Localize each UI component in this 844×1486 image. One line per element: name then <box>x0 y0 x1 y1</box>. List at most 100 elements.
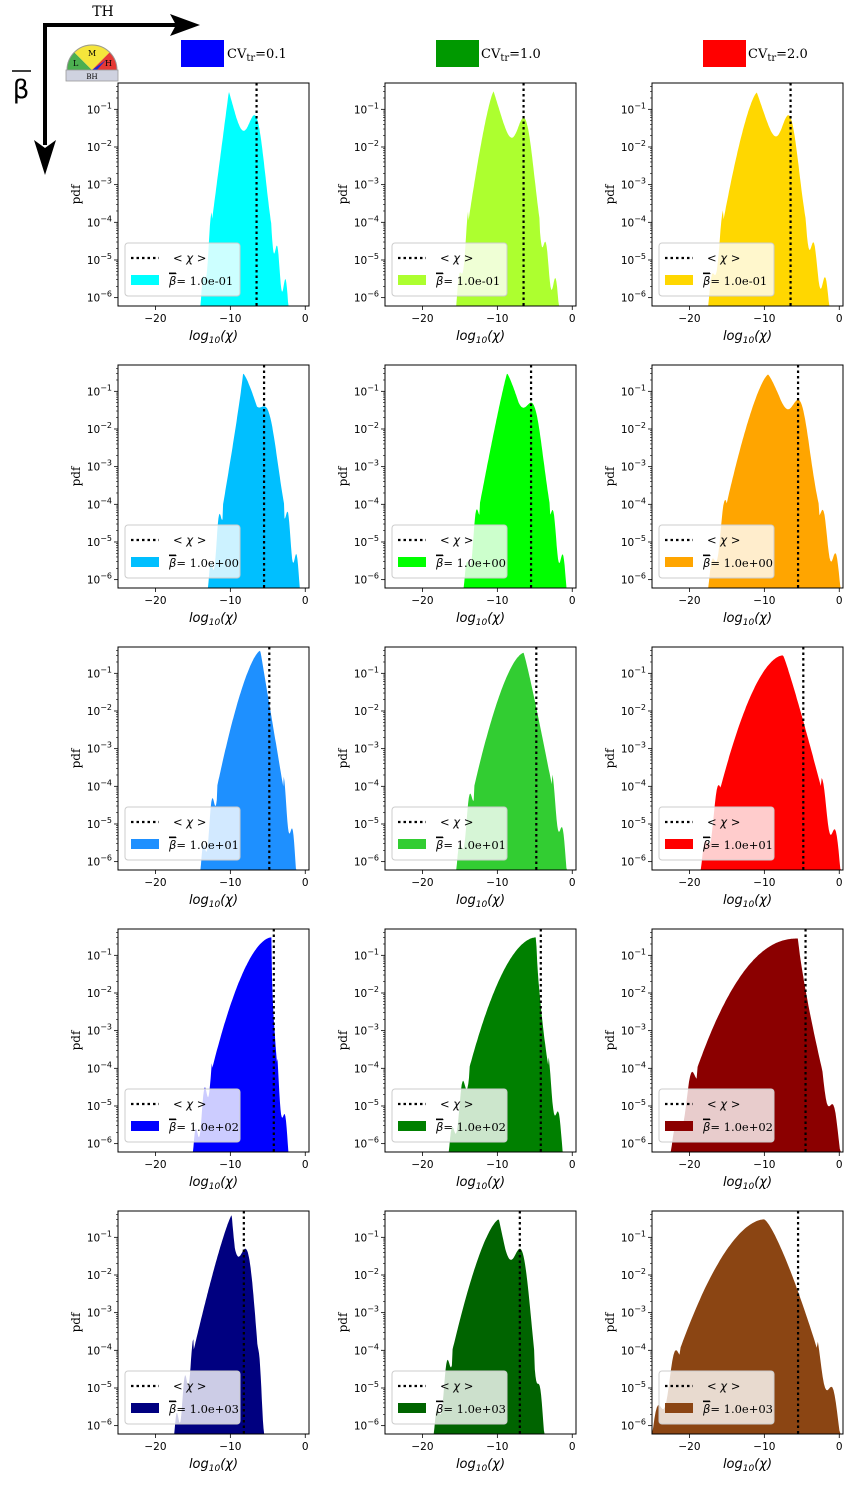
y-tick-label: 10−2 <box>621 985 646 1000</box>
legend-mean-label: < χ > <box>707 251 740 265</box>
legend-swatch <box>398 557 426 567</box>
y-tick-label: 10−3 <box>87 741 112 756</box>
y-tick-label: 10−3 <box>354 459 379 474</box>
cv-swatch-2 <box>703 40 746 67</box>
x-tick-label: −20 <box>678 313 700 325</box>
y-tick-label: 10−5 <box>621 252 646 267</box>
y-tick-label: 10−1 <box>87 947 112 962</box>
y-tick-label: 10−1 <box>87 1229 112 1244</box>
x-tick-label: −10 <box>486 313 508 325</box>
y-tick-label: 10−3 <box>87 177 112 192</box>
x-tick-label: −20 <box>411 1441 433 1453</box>
y-tick-label: 10−3 <box>87 1023 112 1038</box>
x-tick-label: 0 <box>569 595 576 607</box>
x-tick-label: −10 <box>219 1159 241 1171</box>
y-tick-label: 10−4 <box>354 778 379 793</box>
y-tick-label: 10−1 <box>621 665 646 680</box>
y-tick-label: 10−1 <box>621 1229 646 1244</box>
y-tick-label: 10−5 <box>354 1098 379 1113</box>
plot-frame <box>384 82 577 307</box>
legend-mean-label: < χ > <box>173 1097 206 1111</box>
x-tick-label: 0 <box>302 595 309 607</box>
y-tick-label: 10−4 <box>621 778 646 793</box>
chart-panel: 10−6 10−5 10−4 10−3 10−2 10−1 −20 −10 0 log10(χ) p… <box>69 82 310 346</box>
x-tick-label: −10 <box>219 313 241 325</box>
x-tick-label: −20 <box>678 595 700 607</box>
x-tick-label: −20 <box>144 595 166 607</box>
legend-beta-label: β= 1.0e+01 <box>702 838 773 852</box>
x-axis-label: log10(χ) <box>723 611 772 628</box>
chart-panel: 10−6 10−5 10−4 10−3 10−2 10−1 −20 −10 0 log10(χ) p… <box>336 364 577 628</box>
y-tick-label: 10−3 <box>354 1305 379 1320</box>
y-tick-label: 10−4 <box>354 1342 379 1357</box>
legend-mean-label: < χ > <box>440 251 473 265</box>
y-tick-label: 10−2 <box>354 985 379 1000</box>
y-axis-label: pdf <box>603 183 617 204</box>
y-tick-label: 10−6 <box>354 1136 379 1151</box>
legend-swatch <box>131 557 159 567</box>
x-tick-label: −20 <box>411 877 433 889</box>
y-tick-label: 10−1 <box>87 383 112 398</box>
x-axis-label: log10(χ) <box>723 893 772 910</box>
y-tick-label: 10−3 <box>87 1305 112 1320</box>
x-tick-label: −10 <box>753 313 775 325</box>
legend-mean-label: < χ > <box>173 533 206 547</box>
x-axis-label: log10(χ) <box>189 893 238 910</box>
y-axis-label: pdf <box>336 1029 350 1050</box>
y-tick-label: 10−1 <box>87 101 112 116</box>
y-tick-label: 10−3 <box>621 1023 646 1038</box>
y-tick-label: 10−1 <box>354 665 379 680</box>
y-tick-label: 10−2 <box>621 139 646 154</box>
y-tick-label: 10−3 <box>621 741 646 756</box>
x-tick-label: −20 <box>144 313 166 325</box>
y-tick-label: 10−4 <box>87 1060 112 1075</box>
legend-mean-label: < χ > <box>440 1379 473 1393</box>
y-tick-label: 10−6 <box>87 854 112 869</box>
x-tick-label: −10 <box>486 1441 508 1453</box>
y-tick-label: 10−2 <box>87 985 112 1000</box>
legend-mean-label: < χ > <box>707 1379 740 1393</box>
x-tick-label: −20 <box>411 313 433 325</box>
legend-beta-label: β= 1.0e+03 <box>168 1402 239 1416</box>
legend-swatch <box>398 1403 426 1413</box>
legend-mean-label: < χ > <box>440 533 473 547</box>
y-tick-label: 10−4 <box>621 496 646 511</box>
x-axis-label: log10(χ) <box>723 1457 772 1474</box>
chart-panel: 10−6 10−5 10−4 10−3 10−2 10−1 −20 −10 0 log10(χ) p… <box>69 364 310 628</box>
y-tick-label: 10−1 <box>354 947 379 962</box>
cv-legend-0: CVtr=0.1 <box>227 47 287 64</box>
y-tick-label: 10−1 <box>621 947 646 962</box>
y-tick-label: 10−3 <box>621 1305 646 1320</box>
legend-swatch <box>398 839 426 849</box>
chart-panel: 10−6 10−5 10−4 10−3 10−2 10−1 −20 −10 0 log10(χ) p… <box>336 1210 577 1474</box>
x-tick-label: −20 <box>411 1159 433 1171</box>
y-tick-label: 10−5 <box>621 1098 646 1113</box>
x-tick-label: −20 <box>678 877 700 889</box>
x-axis-label: log10(χ) <box>189 329 238 346</box>
x-tick-label: 0 <box>302 1441 309 1453</box>
chart-panel: 10−6 10−5 10−4 10−3 10−2 10−1 −20 −10 0 log10(χ) p… <box>603 928 844 1192</box>
y-tick-label: 10−5 <box>87 1098 112 1113</box>
y-tick-label: 10−5 <box>354 534 379 549</box>
x-axis-label: log10(χ) <box>456 611 505 628</box>
y-tick-label: 10−5 <box>354 1380 379 1395</box>
y-tick-label: 10−4 <box>621 214 646 229</box>
x-axis-label: log10(χ) <box>189 1175 238 1192</box>
y-tick-label: 10−2 <box>354 139 379 154</box>
y-tick-label: 10−6 <box>621 854 646 869</box>
legend-mean-label: < χ > <box>173 1379 206 1393</box>
plot-frame <box>384 928 577 1153</box>
legend-beta-label: β= 1.0e-01 <box>435 274 500 288</box>
x-tick-label: 0 <box>836 1159 843 1171</box>
legend-swatch <box>665 1121 693 1131</box>
x-tick-label: 0 <box>302 877 309 889</box>
x-tick-label: 0 <box>302 1159 309 1171</box>
y-tick-label: 10−6 <box>621 572 646 587</box>
y-tick-label: 10−3 <box>354 741 379 756</box>
cv-legend-1: CVtr=1.0 <box>481 47 541 64</box>
y-tick-label: 10−6 <box>87 1136 112 1151</box>
y-axis-label: pdf <box>69 465 83 486</box>
y-tick-label: 10−6 <box>621 1418 646 1433</box>
y-tick-label: 10−5 <box>621 816 646 831</box>
chart-grid: 10−6 10−5 10−4 10−3 10−2 10−1 −20 −10 0 log10(χ) p… <box>69 82 844 1474</box>
